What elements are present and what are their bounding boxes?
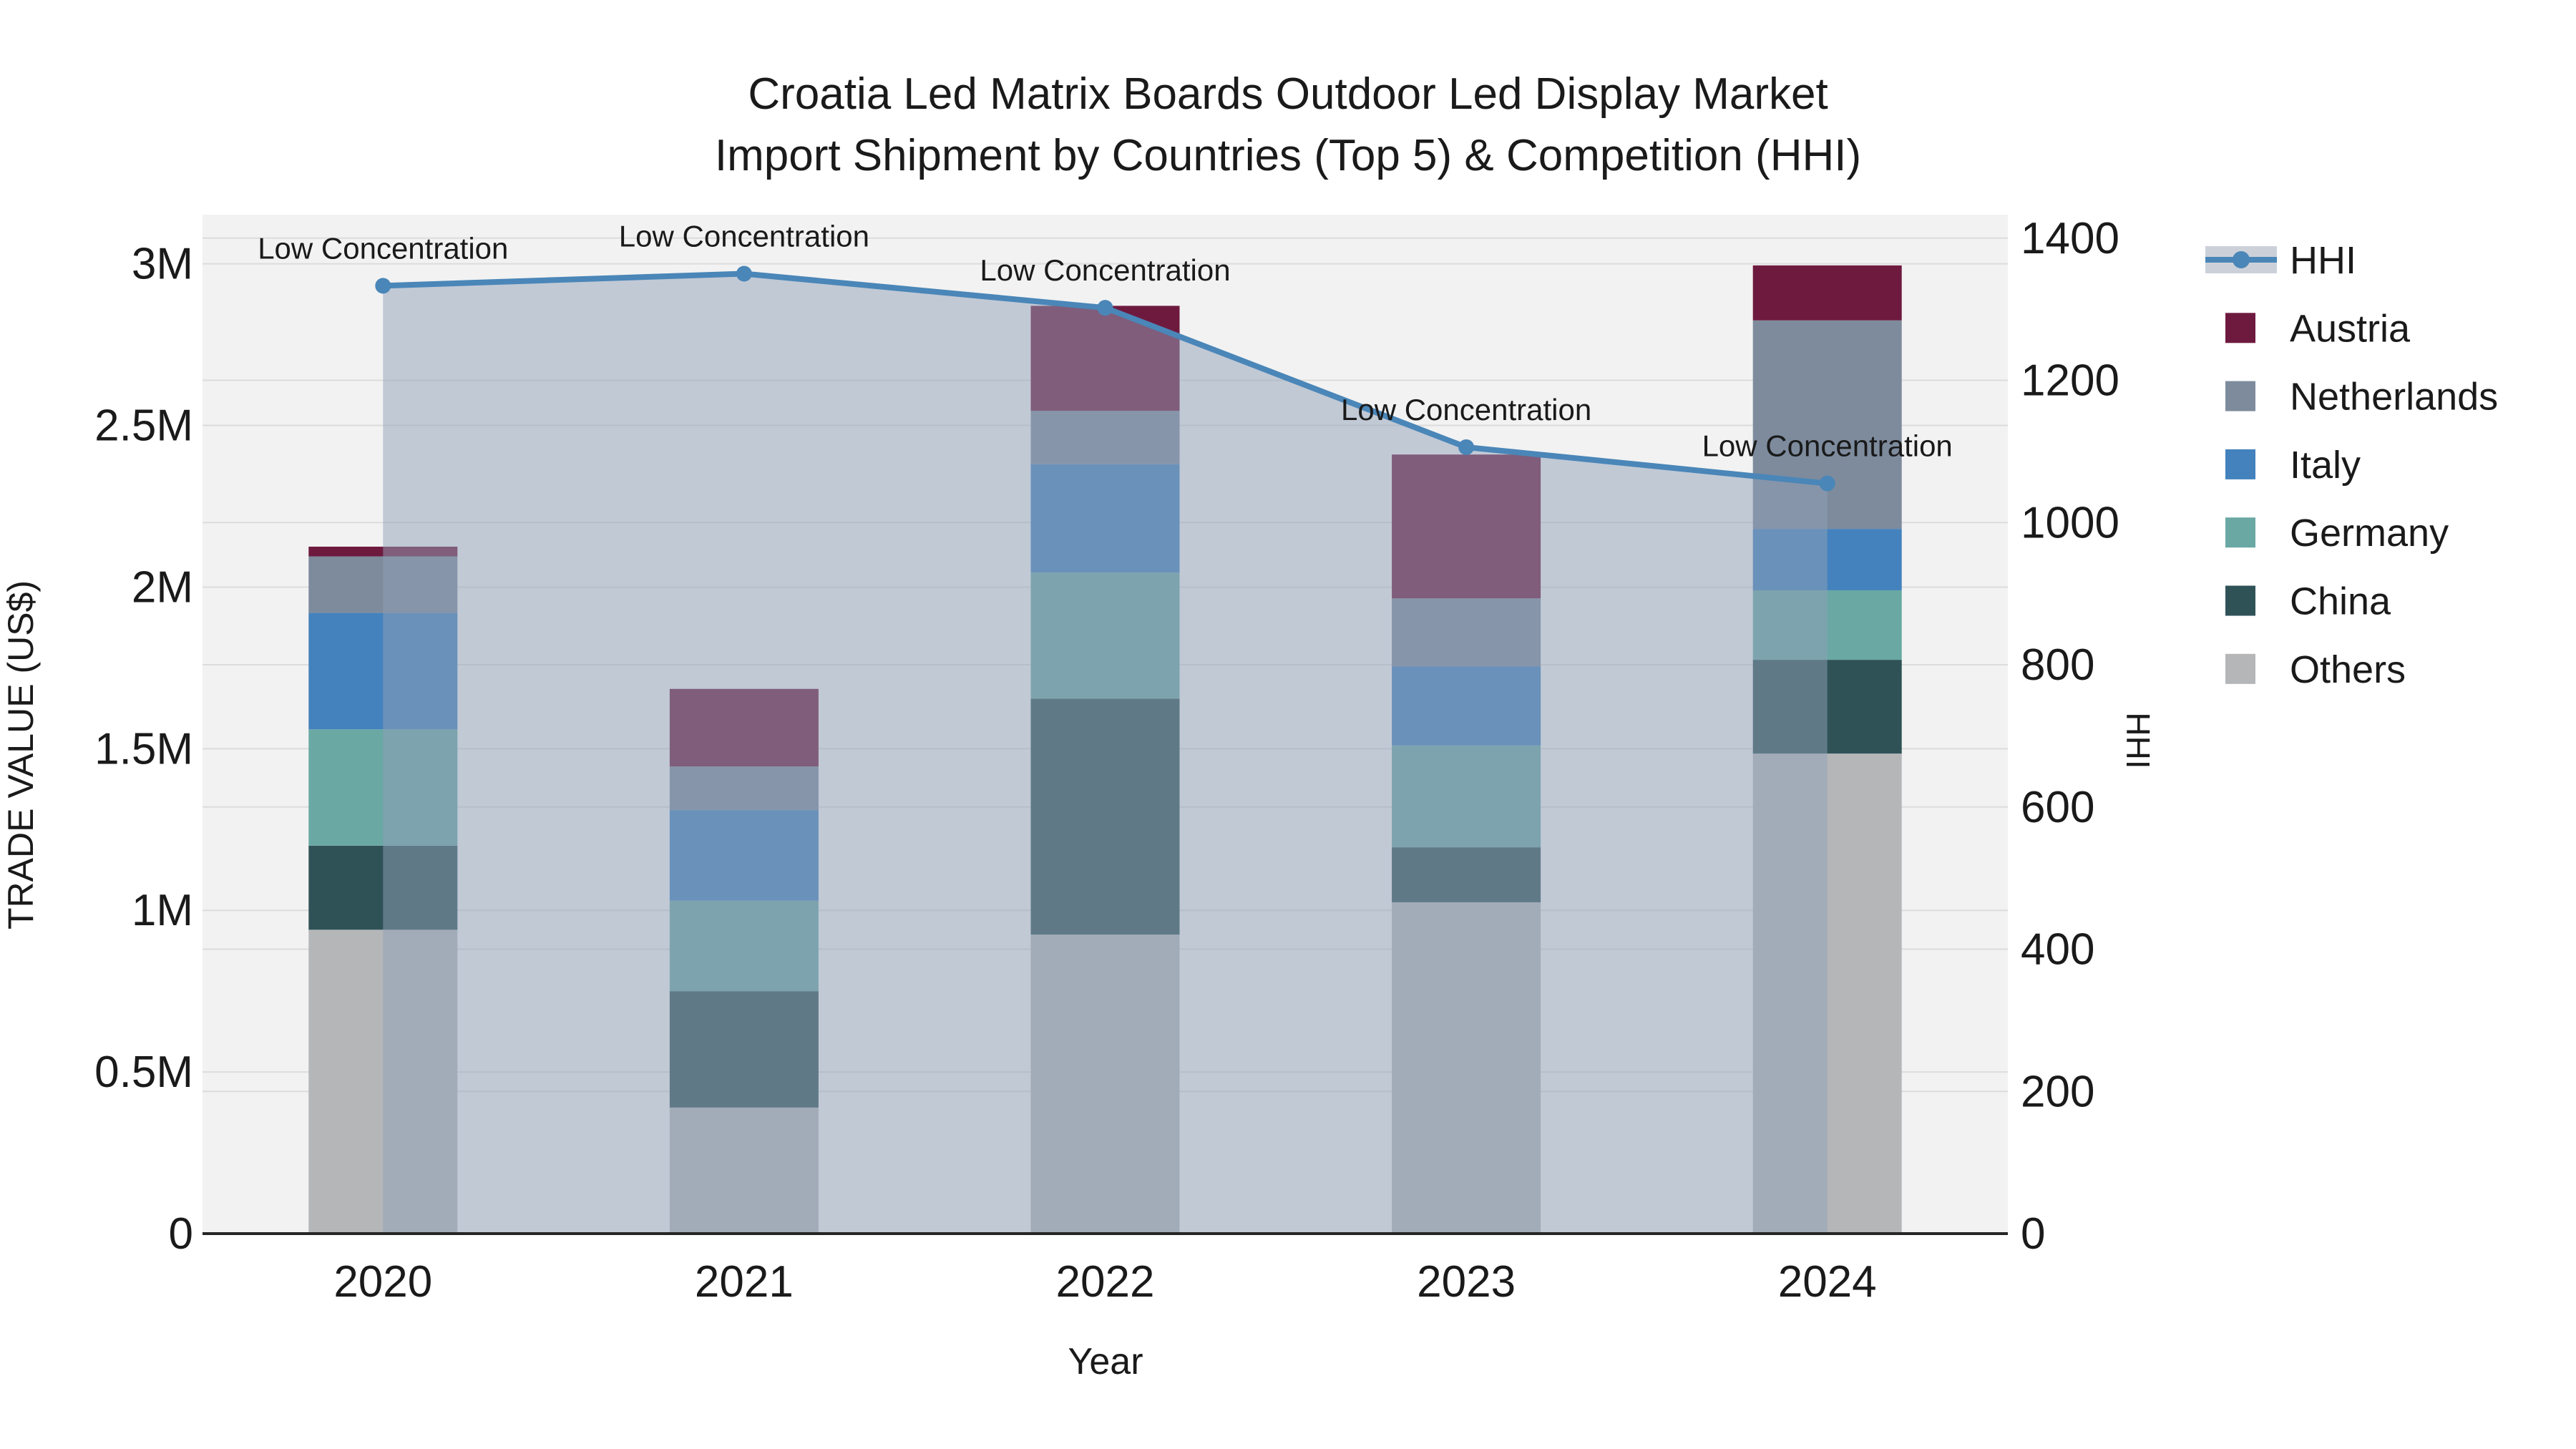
right-tick-label: 1400 [2021, 214, 2119, 263]
legend-swatch-others [2225, 653, 2255, 684]
legend-hhi-marker-icon [2233, 251, 2250, 268]
hhi-marker-2021[interactable] [736, 265, 752, 282]
hhi-marker-2024[interactable] [1819, 475, 1835, 492]
x-axis-ticks: 2020 2021 2022 2023 2024 [333, 1257, 1876, 1307]
legend-swatch-netherlands [2225, 381, 2255, 411]
annotation-2022: Low Concentration [980, 253, 1230, 287]
legend-swatch-germany [2225, 517, 2255, 548]
right-tick-label: 0 [2021, 1209, 2045, 1259]
left-tick-label: 1M [132, 886, 193, 935]
x-tick-label-2021: 2021 [695, 1257, 794, 1307]
left-tick-label: 2M [132, 562, 193, 612]
x-tick-label-2023: 2023 [1417, 1257, 1516, 1307]
legend-label-italy[interactable]: Italy [2290, 444, 2361, 487]
hhi-marker-2022[interactable] [1097, 300, 1113, 316]
legend-swatch-italy [2225, 449, 2255, 479]
chart-title-line2: Import Shipment by Countries (Top 5) & C… [715, 131, 1861, 180]
right-tick-label: 1000 [2021, 498, 2119, 547]
x-tick-label-2022: 2022 [1056, 1257, 1155, 1307]
right-tick-label: 1200 [2021, 356, 2119, 406]
annotation-2023: Low Concentration [1341, 393, 1591, 426]
left-tick-label: 2.5M [94, 401, 193, 451]
x-tick-label-2024: 2024 [1778, 1257, 1877, 1307]
legend-label-others[interactable]: Others [2290, 648, 2406, 691]
right-tick-label: 400 [2021, 925, 2094, 975]
annotation-2020: Low Concentration [258, 231, 508, 265]
hhi-area-fill [383, 273, 1828, 1234]
left-tick-label: 0.5M [94, 1048, 193, 1097]
left-tick-label: 0 [169, 1209, 193, 1259]
annotation-2024: Low Concentration [1702, 429, 1953, 463]
annotation-2021: Low Concentration [619, 219, 869, 253]
right-tick-label: 600 [2021, 783, 2094, 832]
legend-swatch-china [2225, 585, 2255, 616]
hhi-area-polygon [383, 273, 1828, 1234]
left-axis-title: TRADE VALUE (US$) [1, 580, 41, 930]
hhi-marker-2023[interactable] [1458, 439, 1475, 455]
right-axis-ticks: 0 200 400 600 800 1000 1200 1400 [2021, 214, 2119, 1259]
legend-label-hhi[interactable]: HHI [2290, 239, 2356, 282]
legend-label-netherlands[interactable]: Netherlands [2290, 376, 2498, 419]
x-axis-title: Year [1068, 1341, 1143, 1382]
legend-label-germany[interactable]: Germany [2290, 512, 2449, 555]
left-axis-ticks: 0 0.5M 1M 1.5M 2M 2.5M 3M [94, 240, 193, 1259]
legend-swatch-austria [2225, 313, 2255, 343]
right-tick-label: 800 [2021, 640, 2094, 690]
x-tick-label-2020: 2020 [333, 1257, 432, 1307]
annotations: Low Concentration Low Concentration Low Co… [258, 219, 1953, 462]
legend-label-china[interactable]: China [2290, 580, 2391, 623]
right-tick-label: 200 [2021, 1067, 2094, 1116]
chart-title-line1: Croatia Led Matrix Boards Outdoor Led Di… [748, 69, 1828, 119]
legend: HHI Austria Netherlands Italy Germany China Ot… [2205, 239, 2498, 691]
right-axis-title: HHI [2119, 712, 2157, 769]
left-tick-label: 1.5M [94, 724, 193, 774]
left-tick-label: 3M [132, 240, 193, 289]
hhi-marker-2020[interactable] [375, 278, 391, 294]
bar-segment-austria-2024[interactable] [1752, 265, 1902, 321]
hhi-line-series [375, 265, 1835, 492]
legend-label-austria[interactable]: Austria [2290, 307, 2411, 350]
